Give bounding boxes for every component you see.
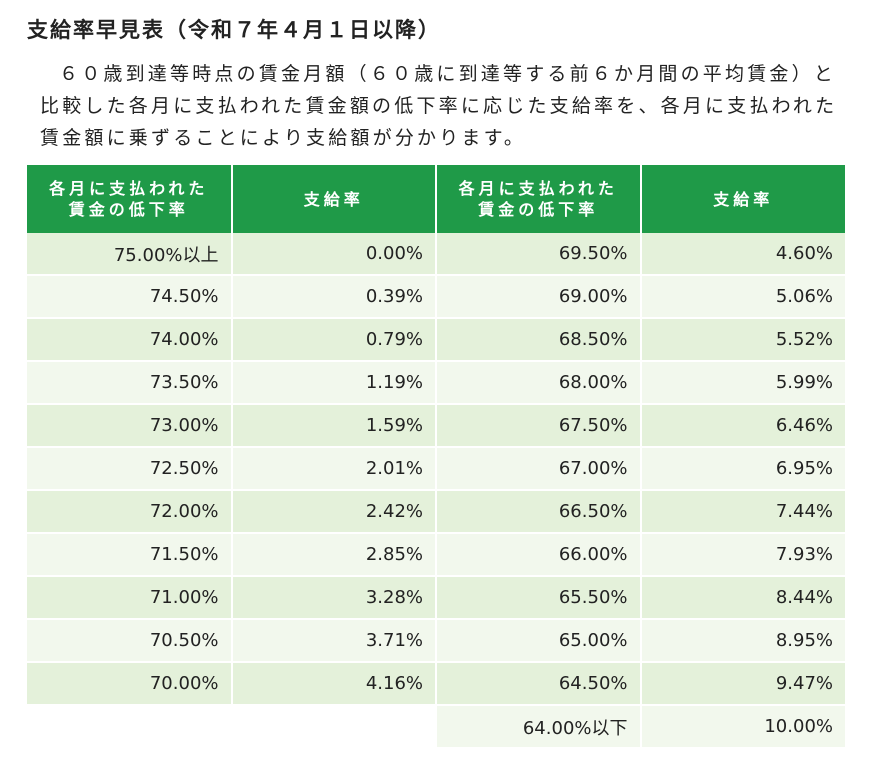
cell: 8.95% <box>640 619 845 663</box>
column-header: 支給率 <box>640 165 845 233</box>
cell: 10.00% <box>640 705 845 749</box>
cell: 4.16% <box>231 662 437 706</box>
cell: 67.00% <box>436 447 642 491</box>
cell: 7.44% <box>640 490 845 534</box>
cell: 0.00% <box>231 233 437 276</box>
cell: 74.00% <box>27 318 233 362</box>
cell: 64.50% <box>436 662 642 706</box>
table-row: 71.50% 2.85% 66.00% 7.93% <box>27 533 845 577</box>
cell: 66.00% <box>436 533 642 577</box>
table-row: 74.00% 0.79% 68.50% 5.52% <box>27 318 845 362</box>
table-row: 74.50% 0.39% 69.00% 5.06% <box>27 275 845 319</box>
cell: 3.28% <box>231 576 437 620</box>
description: ６０歳到達等時点の賃金月額（６０歳に到達等する前６か月間の平均賃金）と比較した各… <box>40 63 838 149</box>
empty-cell <box>27 705 233 749</box>
table-row: 75.00%以上 0.00% 69.50% 4.60% <box>27 233 845 276</box>
cell: 69.50% <box>436 233 642 276</box>
cell: 72.50% <box>27 447 233 491</box>
cell: 6.95% <box>640 447 845 491</box>
column-header: 支給率 <box>231 165 437 233</box>
cell: 65.50% <box>436 576 642 620</box>
cell: 0.79% <box>231 318 437 362</box>
cell: 65.00% <box>436 619 642 663</box>
cell: 7.93% <box>640 533 845 577</box>
cell: 72.00% <box>27 490 233 534</box>
table-row: 64.00%以下 10.00% <box>27 705 845 749</box>
cell: 69.00% <box>436 275 642 319</box>
table-row: 72.50% 2.01% 67.00% 6.95% <box>27 447 845 491</box>
table-row: 73.00% 1.59% 67.50% 6.46% <box>27 404 845 448</box>
cell: 71.50% <box>27 533 233 577</box>
cell: 5.52% <box>640 318 845 362</box>
cell: 70.00% <box>27 662 233 706</box>
cell: 71.00% <box>27 576 233 620</box>
cell: 1.19% <box>231 361 437 405</box>
cell: 73.00% <box>27 404 233 448</box>
column-header: 各月に支払われた賃金の低下率 <box>436 165 642 233</box>
cell: 75.00%以上 <box>27 233 233 276</box>
cell: 3.71% <box>231 619 437 663</box>
cell: 70.50% <box>27 619 233 663</box>
cell: 68.50% <box>436 318 642 362</box>
table-row: 70.00% 4.16% 64.50% 9.47% <box>27 662 845 706</box>
cell: 0.39% <box>231 275 437 319</box>
cell: 9.47% <box>640 662 845 706</box>
cell: 4.60% <box>640 233 845 276</box>
cell: 74.50% <box>27 275 233 319</box>
cell: 5.06% <box>640 275 845 319</box>
table-row: 70.50% 3.71% 65.00% 8.95% <box>27 619 845 663</box>
cell: 66.50% <box>436 490 642 534</box>
header-row: 各月に支払われた賃金の低下率 支給率 各月に支払われた賃金の低下率 支給率 <box>27 165 845 233</box>
cell: 67.50% <box>436 404 642 448</box>
column-header: 各月に支払われた賃金の低下率 <box>27 165 233 233</box>
empty-cell <box>231 705 437 749</box>
rate-table: 各月に支払われた賃金の低下率 支給率 各月に支払われた賃金の低下率 支給率 75.00… <box>27 165 845 749</box>
title: 支給率早見表（令和７年４月１日以降） <box>27 18 441 42</box>
table-row: 73.50% 1.19% 68.00% 5.99% <box>27 361 845 405</box>
cell: 2.85% <box>231 533 437 577</box>
cell: 1.59% <box>231 404 437 448</box>
table-row: 71.00% 3.28% 65.50% 8.44% <box>27 576 845 620</box>
cell: 2.42% <box>231 490 437 534</box>
cell: 73.50% <box>27 361 233 405</box>
cell: 5.99% <box>640 361 845 405</box>
cell: 2.01% <box>231 447 437 491</box>
cell: 68.00% <box>436 361 642 405</box>
cell: 64.00%以下 <box>436 705 642 749</box>
table-row: 72.00% 2.42% 66.50% 7.44% <box>27 490 845 534</box>
cell: 6.46% <box>640 404 845 448</box>
cell: 8.44% <box>640 576 845 620</box>
